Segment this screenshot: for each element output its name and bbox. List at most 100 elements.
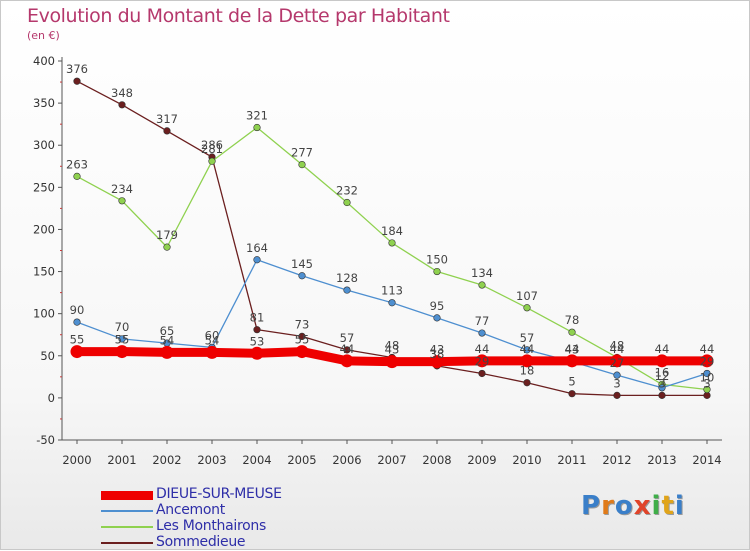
data-point — [703, 385, 711, 394]
data-point — [73, 318, 81, 326]
data-point — [703, 369, 711, 378]
data-label: 145 — [291, 257, 313, 271]
data-label: 60 — [205, 328, 220, 342]
data-label: 44 — [610, 342, 625, 356]
data-label: 48 — [385, 338, 400, 352]
data-label: 44 — [520, 342, 535, 356]
chart-title: Evolution du Montant de la Dette par Hab… — [27, 5, 450, 27]
data-point — [568, 328, 576, 336]
legend-label: Ancemont — [156, 502, 225, 518]
data-label: 10 — [700, 370, 715, 384]
data-label: 234 — [111, 182, 133, 196]
logo-letter: o — [614, 491, 634, 521]
data-label: 78 — [565, 313, 580, 327]
data-label: 44 — [700, 342, 715, 356]
legend-label: DIEUE-SUR-MEUSE — [156, 486, 282, 502]
data-point — [253, 123, 261, 132]
data-point — [613, 371, 621, 379]
data-label: 90 — [70, 303, 85, 317]
data-point — [118, 197, 126, 205]
data-point — [343, 346, 351, 354]
data-point — [613, 391, 621, 399]
data-label: 77 — [475, 314, 490, 328]
proxiti-logo: Proxiti — [581, 491, 685, 521]
data-label: 44 — [655, 342, 670, 356]
data-point — [163, 127, 171, 135]
y-tick-label: 400 — [33, 54, 55, 68]
logo-letter: P — [581, 491, 602, 521]
data-label: 57 — [520, 331, 535, 345]
data-label: 57 — [340, 331, 355, 345]
data-point — [658, 384, 666, 392]
data-point — [298, 272, 306, 280]
data-label: 54 — [160, 333, 175, 347]
data-label: 128 — [336, 271, 358, 285]
logo-letter: t — [661, 491, 675, 521]
data-label: 16 — [655, 365, 670, 379]
data-label: 29 — [475, 354, 490, 368]
data-point — [115, 345, 129, 359]
data-label: 107 — [516, 289, 538, 303]
data-point — [565, 354, 579, 368]
data-label: 43 — [565, 343, 580, 357]
x-tick-label: 2006 — [332, 453, 361, 467]
data-point — [478, 369, 486, 378]
logo-letter: i — [674, 491, 685, 521]
data-point — [478, 281, 486, 289]
data-point — [520, 354, 534, 368]
data-label: 43 — [385, 343, 400, 357]
x-tick-label: 2012 — [602, 453, 631, 467]
y-tick-label: 0 — [48, 391, 55, 405]
data-label: 70 — [115, 320, 130, 334]
data-label: 348 — [111, 86, 133, 100]
data-point — [253, 326, 261, 334]
data-label: 5 — [568, 375, 575, 389]
data-point — [73, 77, 81, 85]
data-label: 95 — [430, 299, 445, 313]
data-label: 44 — [565, 342, 580, 356]
y-tick-label: 50 — [40, 349, 55, 363]
unit-label: (en €) — [27, 29, 60, 42]
data-label: 29 — [700, 354, 715, 368]
data-label: 164 — [246, 241, 268, 255]
data-point — [658, 391, 666, 399]
legend-label: Les Monthairons — [156, 518, 266, 534]
data-point — [433, 314, 441, 322]
data-label: 3 — [658, 376, 665, 390]
data-point — [523, 304, 531, 312]
x-tick-label: 2000 — [62, 453, 91, 467]
x-tick-label: 2009 — [467, 453, 496, 467]
data-label: 317 — [156, 112, 178, 126]
x-tick-label: 2005 — [287, 453, 316, 467]
legend-swatch — [101, 542, 153, 544]
data-point — [340, 354, 354, 368]
legend-swatch — [101, 526, 153, 528]
data-label: 321 — [246, 109, 268, 123]
y-tick-label: 250 — [33, 180, 55, 194]
data-point — [298, 160, 306, 169]
data-label: 179 — [156, 228, 178, 242]
data-point — [430, 355, 444, 369]
data-label: 286 — [201, 138, 223, 152]
data-label: 113 — [381, 284, 403, 298]
y-tick-label: -50 — [36, 433, 55, 447]
data-point — [388, 239, 396, 247]
data-point — [343, 286, 351, 294]
data-point — [478, 329, 486, 337]
data-label: 27 — [610, 356, 625, 370]
data-point — [523, 346, 531, 354]
data-label: 53 — [250, 334, 265, 348]
data-point — [205, 345, 219, 359]
data-point — [208, 157, 216, 165]
data-point — [610, 354, 624, 368]
data-point — [253, 256, 261, 264]
y-tick-label: 150 — [33, 265, 55, 279]
data-point — [73, 172, 81, 180]
data-label: 54 — [205, 333, 220, 347]
data-label: 3 — [613, 376, 620, 390]
data-label: 150 — [426, 253, 448, 267]
y-tick-label: 100 — [33, 307, 55, 321]
data-label: 38 — [430, 347, 445, 361]
data-point — [475, 354, 489, 368]
